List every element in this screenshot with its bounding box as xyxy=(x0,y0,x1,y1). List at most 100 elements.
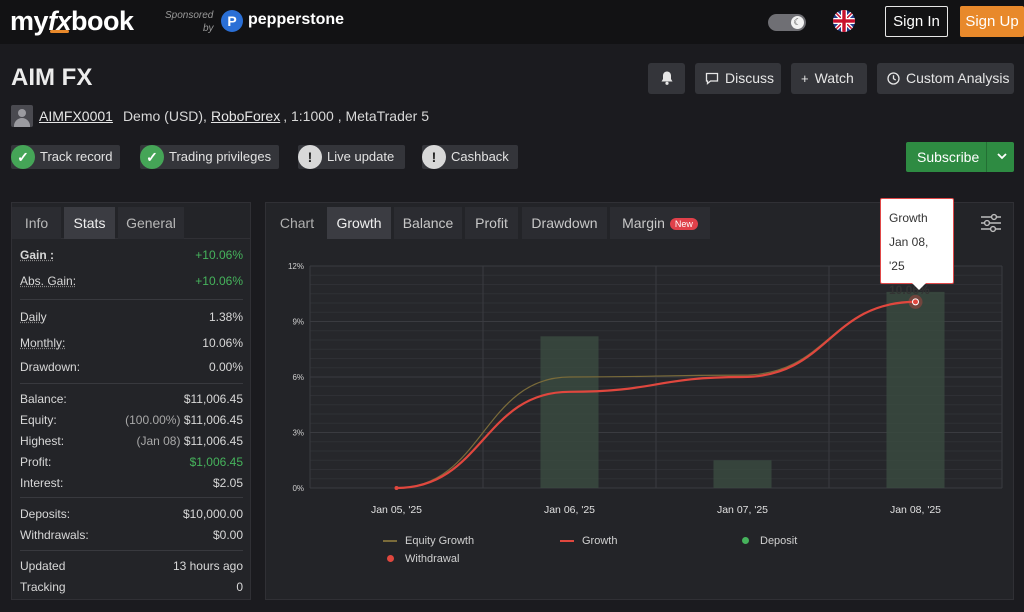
y-tick-label: 3% xyxy=(292,429,304,438)
x-tick-label: Jan 06, '25 xyxy=(544,504,595,516)
stat-label: Balance: xyxy=(20,392,67,406)
page-title: AIM FX xyxy=(11,64,93,91)
badge-trading-privileges[interactable]: ✓ Trading privileges xyxy=(140,145,279,169)
discuss-button[interactable]: Discuss xyxy=(695,63,781,94)
chevron-down-icon[interactable] xyxy=(990,142,1014,172)
badge-label: Track record xyxy=(40,149,113,164)
tab-drawdown[interactable]: Drawdown xyxy=(522,207,607,239)
subscribe-button[interactable]: Subscribe xyxy=(906,142,1014,172)
x-tick-label: Jan 05, '25 xyxy=(371,504,422,516)
legend-item-withdrawal[interactable]: Withdrawal xyxy=(383,552,459,566)
data-point xyxy=(394,486,399,490)
sign-in-button[interactable]: Sign In xyxy=(885,6,948,37)
stat-value: $2.05 xyxy=(212,476,243,490)
tab-balance[interactable]: Balance xyxy=(394,207,462,239)
legend-label: Withdrawal xyxy=(405,553,460,565)
chart-tooltip: Growth Jan 08, '25 10.06% xyxy=(880,198,954,297)
plus-icon: + xyxy=(801,71,809,86)
stats-tabs: Info Stats General xyxy=(12,203,250,239)
stat-value: $10,000.00 xyxy=(182,507,243,521)
stats-panel: Info Stats General Gain : +10.06% Abs. G… xyxy=(11,202,251,600)
y-tick-label: 6% xyxy=(292,373,304,382)
tab-info[interactable]: Info xyxy=(12,207,61,239)
growth-chart[interactable]: 0% 3% 6% 9% 12% Jan 05, '25 Jan 06, '25 Jan 07,… xyxy=(266,203,1013,599)
account-details: , 1:1000 , MetaTrader 5 xyxy=(283,108,430,124)
stat-value: +10.06% xyxy=(195,274,243,288)
stat-label[interactable]: Monthly: xyxy=(20,336,66,350)
tab-margin[interactable]: Margin New xyxy=(610,207,710,239)
stat-value: $11,006.45 xyxy=(183,392,243,406)
chart-settings-icon[interactable] xyxy=(979,211,1003,235)
notification-button[interactable] xyxy=(648,63,685,94)
watch-label: Watch xyxy=(814,70,854,86)
legend-item-growth[interactable]: Growth xyxy=(560,534,617,548)
stat-label[interactable]: Abs. Gain: xyxy=(20,274,77,288)
badge-live-update[interactable]: ! Live update xyxy=(298,145,405,169)
moon-icon: ☾ xyxy=(791,16,804,29)
deposit-bar xyxy=(886,291,945,488)
custom-analysis-button[interactable]: Custom Analysis xyxy=(877,63,1014,94)
stat-label[interactable]: Daily xyxy=(20,310,47,324)
divider xyxy=(20,497,243,498)
stat-value: 13 hours ago xyxy=(172,559,243,573)
custom-analysis-label: Custom Analysis xyxy=(906,70,1010,86)
watch-button[interactable]: + Watch xyxy=(791,63,867,94)
stat-label: Equity: xyxy=(20,413,57,427)
tab-profit[interactable]: Profit xyxy=(465,207,518,239)
uk-flag-icon[interactable] xyxy=(833,10,855,32)
deposit-bar xyxy=(713,460,772,488)
badge-cashback[interactable]: ! Cashback xyxy=(422,145,518,169)
check-icon: ✓ xyxy=(11,145,35,169)
bell-icon xyxy=(661,71,672,85)
x-tick-label: Jan 08, '25 xyxy=(890,504,941,516)
stat-label: Deposits: xyxy=(20,507,71,521)
divider xyxy=(20,550,243,551)
myfxbook-logo[interactable]: myfxbook xyxy=(10,6,134,37)
stat-value: 10.06% xyxy=(202,336,243,350)
series-line-growth xyxy=(396,300,916,490)
subscribe-label: Subscribe xyxy=(917,149,980,165)
highlight-point xyxy=(912,298,919,306)
tab-growth[interactable]: Growth xyxy=(327,207,391,239)
sponsor-name[interactable]: pepperstone xyxy=(248,11,345,28)
legend-item-equity-growth[interactable]: Equity Growth xyxy=(383,534,474,548)
y-tick-label: 0% xyxy=(292,484,304,493)
stat-value: $11,006.45 xyxy=(183,434,243,448)
legend-label: Equity Growth xyxy=(405,535,475,547)
stat-label: Drawdown: xyxy=(20,360,81,374)
theme-toggle[interactable]: ☾ xyxy=(768,14,806,31)
tab-chart[interactable]: Chart xyxy=(279,215,315,231)
stat-label: Highest: xyxy=(20,434,65,448)
y-tick-label: 9% xyxy=(292,318,304,327)
sponsored-by-text: by xyxy=(203,23,214,34)
badge-label: Cashback xyxy=(451,149,509,164)
legend-dot xyxy=(387,555,394,562)
stat-value: $1,006.45 xyxy=(189,455,243,469)
badge-track-record[interactable]: ✓ Track record xyxy=(11,145,120,169)
stat-label: Withdrawals: xyxy=(20,528,89,542)
tab-stats[interactable]: Stats xyxy=(64,207,115,239)
tab-margin-label: Margin xyxy=(622,215,665,231)
sign-up-button[interactable]: Sign Up xyxy=(960,6,1024,37)
stat-value: +10.06% xyxy=(195,248,243,262)
stat-value: 0.00% xyxy=(208,360,243,374)
stat-label[interactable]: Gain : xyxy=(20,248,55,262)
stat-note: (Jan 08) xyxy=(136,434,181,448)
logo-text-fx: fx xyxy=(48,6,72,36)
chat-icon xyxy=(705,63,719,94)
pepperstone-logo-icon[interactable]: P xyxy=(221,10,243,32)
tab-general[interactable]: General xyxy=(118,207,184,239)
broker-link[interactable]: RoboForex xyxy=(210,108,281,124)
stat-label: Tracking xyxy=(20,580,66,594)
stat-value: $0.00 xyxy=(212,528,243,542)
account-name-link[interactable]: AIMFX0001 xyxy=(39,108,113,124)
tooltip-value: 10.06% xyxy=(889,283,930,297)
stat-note: (100.00%) xyxy=(125,413,181,427)
tooltip-date: Jan 08, '25 xyxy=(889,235,929,273)
sponsored-text: Sponsored xyxy=(165,10,214,21)
legend-item-deposit[interactable]: Deposit xyxy=(738,534,797,548)
exclamation-icon: ! xyxy=(422,145,446,169)
deposit-bar xyxy=(540,336,599,488)
stat-value: 1.38% xyxy=(208,310,243,324)
stat-value: 0 xyxy=(236,580,243,594)
